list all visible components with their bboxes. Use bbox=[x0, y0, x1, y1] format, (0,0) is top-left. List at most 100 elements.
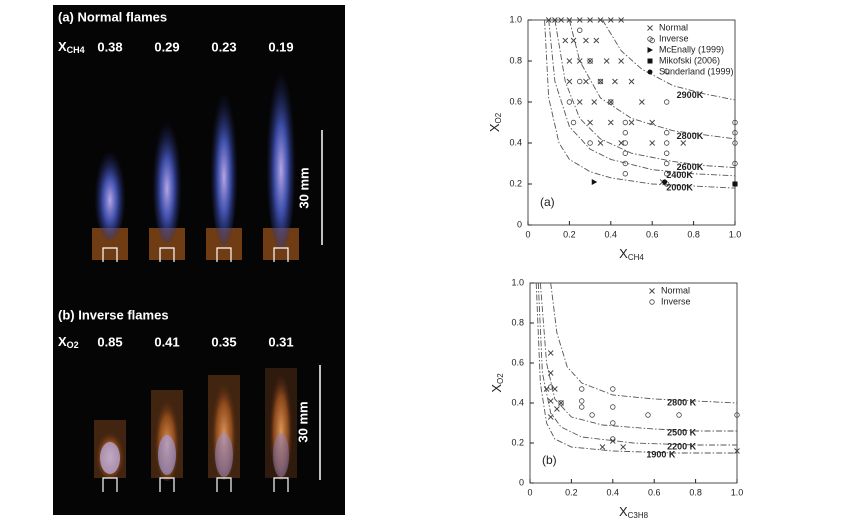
cross bbox=[566, 78, 573, 85]
cross bbox=[587, 17, 593, 23]
legend-label: Mikofski (2006) bbox=[659, 55, 720, 65]
marker-o bbox=[608, 99, 614, 105]
scale-label: 30 mm bbox=[296, 167, 311, 208]
marker-x bbox=[583, 78, 589, 85]
isotherm-label: 2800K bbox=[677, 131, 704, 141]
panel-title: (b) Inverse flames bbox=[58, 307, 169, 322]
label-main: X bbox=[489, 384, 504, 393]
y-tick-label: 0.6 bbox=[509, 96, 522, 106]
marker-o bbox=[663, 68, 670, 74]
legend-label: Inverse bbox=[661, 296, 691, 306]
isotherm-label: 1900 K bbox=[646, 449, 676, 459]
marker-o bbox=[732, 119, 738, 126]
cross bbox=[576, 58, 583, 64]
triangle bbox=[647, 47, 653, 53]
cross bbox=[545, 17, 552, 23]
ring bbox=[566, 99, 573, 105]
ring bbox=[579, 398, 585, 404]
marker-x bbox=[554, 406, 560, 412]
ring bbox=[608, 99, 614, 105]
cross bbox=[628, 119, 635, 126]
cross bbox=[591, 99, 598, 105]
var-main: X bbox=[58, 334, 67, 349]
marker-o bbox=[734, 412, 740, 418]
marker-x bbox=[591, 99, 598, 105]
ring bbox=[610, 386, 616, 392]
legend-label: Inverse bbox=[659, 33, 689, 43]
marker-x bbox=[566, 58, 573, 64]
panel-title: (a) Normal flames bbox=[58, 9, 167, 24]
marker-o bbox=[610, 436, 616, 442]
marker-x bbox=[647, 25, 653, 31]
marker-x bbox=[618, 140, 624, 146]
x-tick-label: 0.2 bbox=[563, 229, 576, 239]
marker-triangle bbox=[591, 178, 598, 185]
var-sub: CH4 bbox=[67, 45, 85, 55]
square bbox=[732, 181, 738, 187]
marker-x bbox=[612, 78, 618, 85]
ring bbox=[622, 171, 628, 177]
x-tick-label: 0.2 bbox=[565, 487, 578, 497]
x-tick-label: 0.8 bbox=[687, 229, 700, 239]
ring bbox=[663, 171, 670, 177]
ring bbox=[610, 404, 616, 410]
marker-o bbox=[610, 386, 616, 392]
marker-x bbox=[576, 58, 583, 64]
ring bbox=[663, 140, 670, 146]
ring bbox=[732, 140, 738, 146]
marker-x bbox=[620, 444, 626, 450]
marker-x bbox=[734, 448, 740, 454]
cross bbox=[618, 17, 624, 23]
x-tick-label: 0.8 bbox=[689, 487, 702, 497]
marker-o bbox=[663, 99, 670, 105]
marker-o bbox=[732, 130, 738, 136]
y-tick-label: 0.4 bbox=[509, 137, 522, 147]
marker-o bbox=[548, 384, 554, 390]
ring bbox=[647, 36, 653, 42]
x-tick-label: 0.6 bbox=[648, 487, 661, 497]
cross bbox=[597, 140, 604, 146]
isotherm-label: 2900K bbox=[677, 90, 704, 100]
marker-o bbox=[579, 404, 585, 410]
marker-o bbox=[570, 119, 577, 126]
isotherm-label: 2000K bbox=[666, 182, 693, 192]
x-tick-label: 0.6 bbox=[646, 229, 659, 239]
marker-o bbox=[579, 386, 585, 392]
ring bbox=[663, 99, 670, 105]
marker-x bbox=[583, 37, 589, 44]
marker-x bbox=[566, 78, 573, 85]
cross bbox=[597, 17, 604, 23]
marker-x bbox=[607, 17, 614, 23]
marker-o bbox=[622, 140, 628, 146]
isotherm-label: 2600K bbox=[677, 162, 704, 172]
ring bbox=[577, 27, 583, 33]
marker-o bbox=[732, 140, 738, 146]
x-tick-label: 1.0 bbox=[729, 229, 742, 239]
ring bbox=[732, 160, 738, 167]
y-tick-label: 0.6 bbox=[511, 357, 524, 367]
ring bbox=[587, 140, 593, 146]
ring bbox=[558, 400, 564, 406]
cross bbox=[547, 350, 554, 356]
x-tick-label: 1.0 bbox=[731, 487, 744, 497]
cross bbox=[649, 288, 655, 294]
isotherm bbox=[554, 19, 736, 169]
marker-o bbox=[732, 160, 738, 167]
cross bbox=[576, 17, 583, 23]
ring bbox=[663, 160, 670, 167]
label-sub: CH4 bbox=[628, 253, 645, 262]
y-tick-label: 0 bbox=[519, 477, 524, 487]
cross bbox=[593, 37, 600, 44]
cross bbox=[618, 58, 624, 64]
marker-dot bbox=[662, 179, 668, 185]
ring bbox=[663, 130, 670, 136]
marker-o bbox=[566, 99, 573, 105]
marker-square bbox=[732, 181, 738, 187]
marker-x bbox=[597, 140, 604, 146]
legend-label: Normal bbox=[659, 22, 688, 32]
cross bbox=[554, 406, 560, 412]
var-sub: O2 bbox=[67, 340, 79, 350]
legend-label: McEnally (1999) bbox=[659, 44, 724, 54]
cross bbox=[547, 414, 554, 420]
